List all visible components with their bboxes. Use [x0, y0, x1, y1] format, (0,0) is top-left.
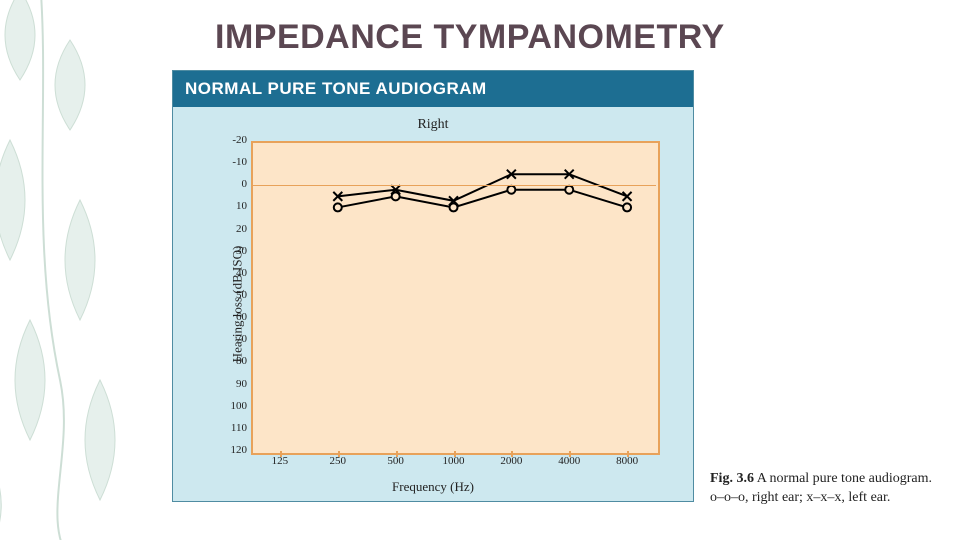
- y-tick: 120: [217, 444, 247, 456]
- marker-circle: [334, 203, 342, 211]
- figure-caption: Fig. 3.6 A normal pure tone audiogram. o…: [710, 470, 940, 508]
- y-tick: -20: [217, 134, 247, 146]
- figure-header: NORMAL PURE TONE AUDIOGRAM: [173, 71, 693, 107]
- y-tick: 40: [217, 267, 247, 279]
- y-tick: 80: [217, 355, 247, 367]
- x-tick-mark: [569, 451, 571, 457]
- y-tick: 110: [217, 422, 247, 434]
- series-line-left_ear: [338, 174, 627, 201]
- x-tick-mark: [280, 451, 282, 457]
- x-tick-mark: [511, 451, 513, 457]
- y-tick: 10: [217, 200, 247, 212]
- audiogram-figure: NORMAL PURE TONE AUDIOGRAM Right Hearing…: [172, 70, 694, 502]
- y-tick: 90: [217, 378, 247, 390]
- y-tick: 20: [217, 223, 247, 235]
- x-axis-label: Frequency (Hz): [392, 479, 474, 495]
- y-tick: 0: [217, 178, 247, 190]
- marker-x: [623, 192, 632, 201]
- background-leaves: [0, 0, 200, 540]
- y-tick: 60: [217, 311, 247, 323]
- x-tick-mark: [627, 451, 629, 457]
- y-tick: 70: [217, 333, 247, 345]
- zero-gridline: [251, 185, 656, 186]
- y-tick: 50: [217, 289, 247, 301]
- slide-title: IMPEDANCE TYMPANOMETRY: [215, 18, 725, 57]
- x-tick-mark: [396, 451, 398, 457]
- caption-label: Fig. 3.6: [710, 471, 754, 486]
- marker-circle: [565, 186, 573, 194]
- marker-circle: [507, 186, 515, 194]
- audiogram-chart: Right Hearing loss (dB ISO) Frequency (H…: [173, 107, 693, 501]
- y-tick: 30: [217, 245, 247, 257]
- chart-top-label: Right: [417, 117, 448, 133]
- x-tick-mark: [454, 451, 456, 457]
- data-series: [251, 141, 656, 451]
- x-tick-mark: [338, 451, 340, 457]
- y-tick: 100: [217, 400, 247, 412]
- marker-circle: [623, 203, 631, 211]
- y-tick: -10: [217, 156, 247, 168]
